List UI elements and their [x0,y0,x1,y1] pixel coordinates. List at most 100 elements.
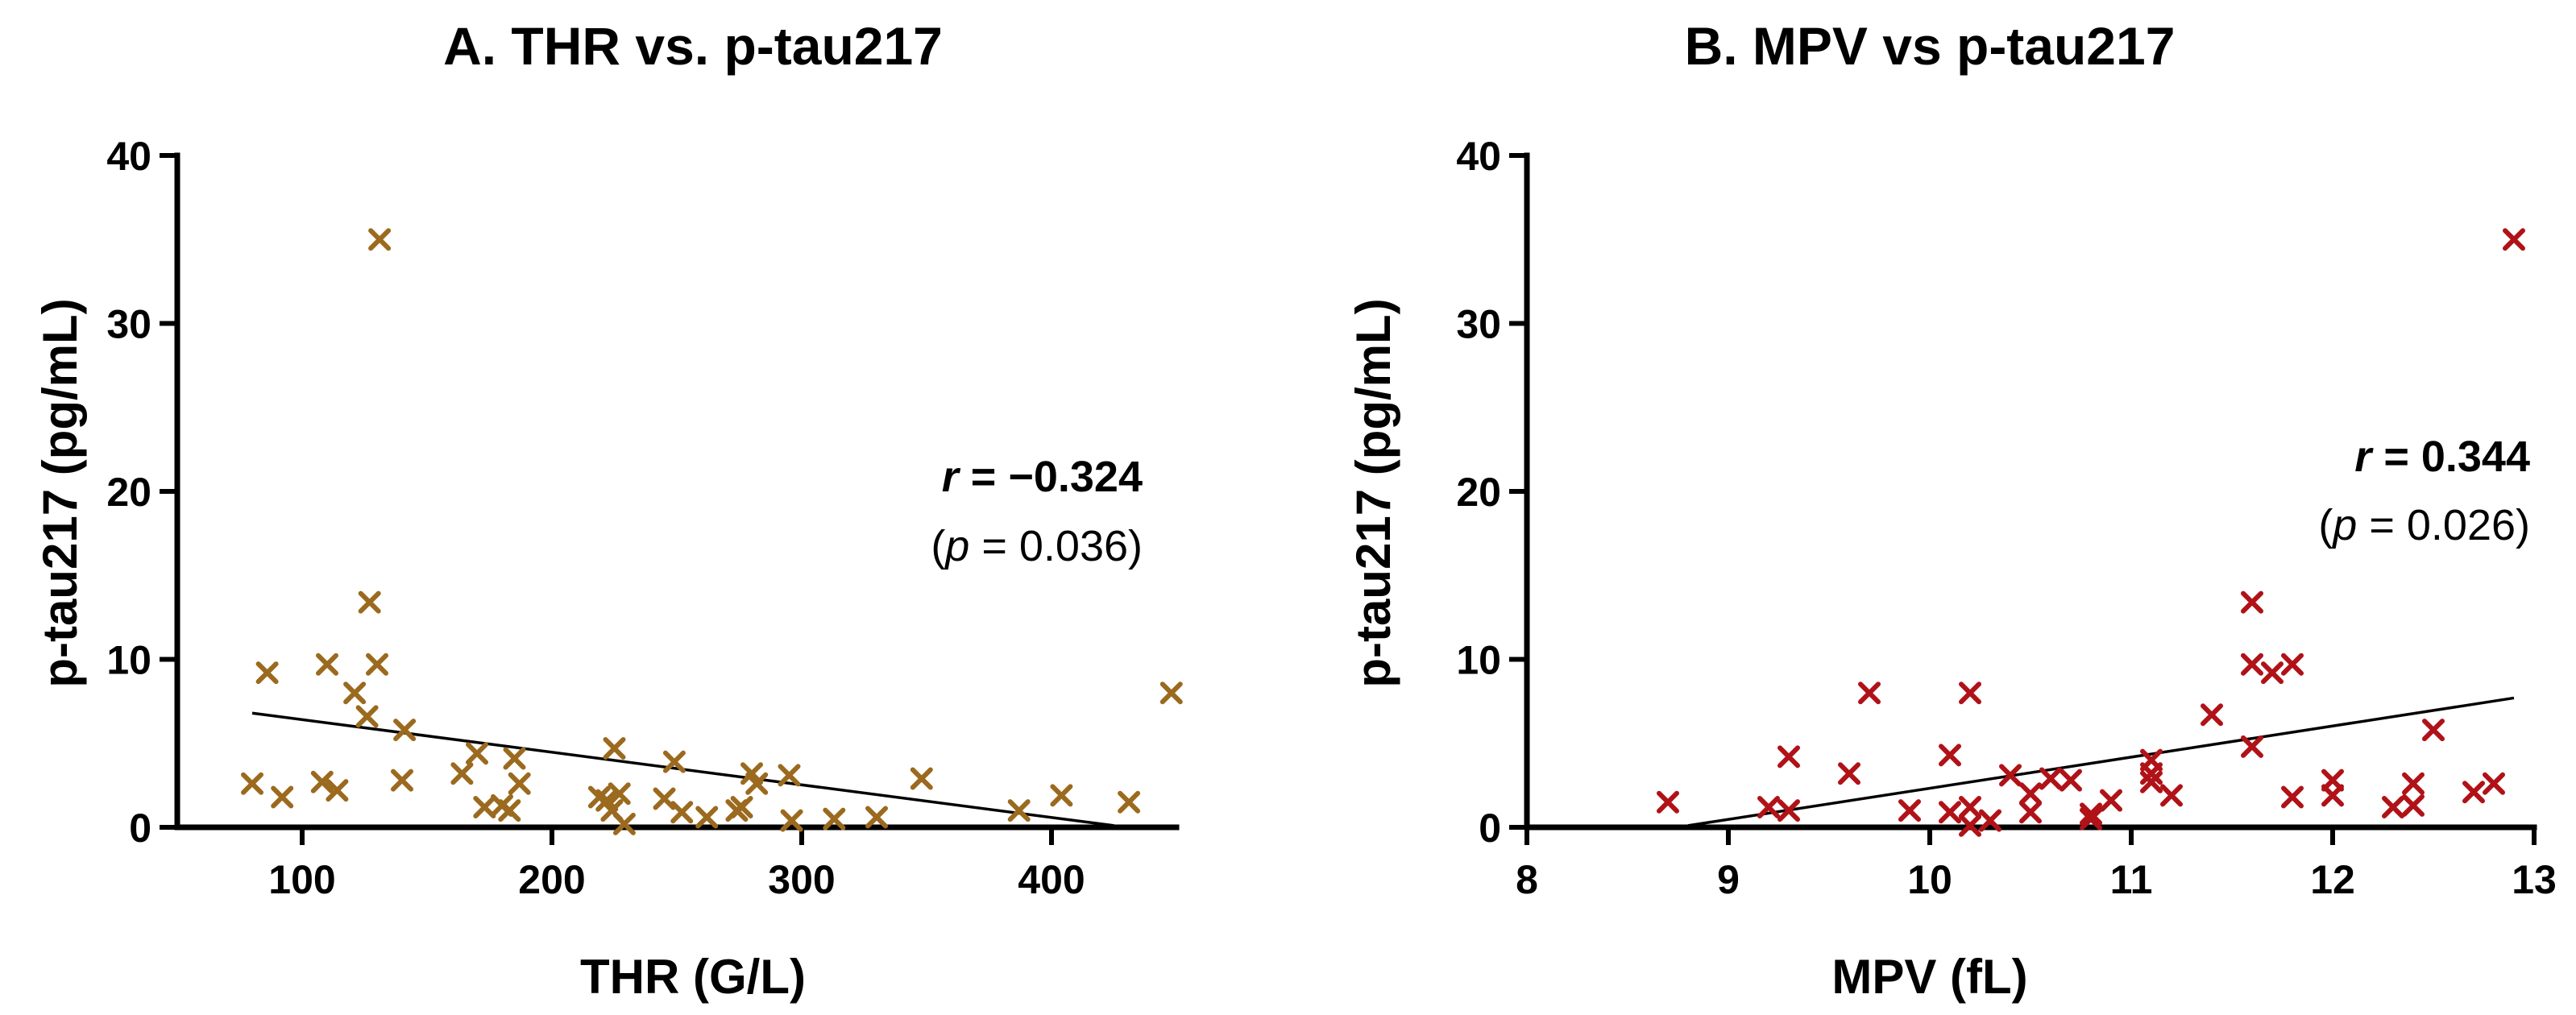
y-axis-label: p-tau217 (pg/mL) [33,298,87,687]
x-tick-label: 12 [2310,857,2355,902]
data-point [2281,652,2304,676]
data-point [2241,590,2263,614]
data-point [1007,799,1031,822]
data-point [316,652,338,676]
data-point [2241,652,2263,676]
data-point [2503,228,2525,251]
data-point [271,785,294,809]
p-open-paren: ( [2318,501,2333,549]
x-tick-label: 11 [2110,857,2153,902]
data-point [1979,809,2001,832]
data-point [2019,801,2042,824]
p-symbol: p [2331,501,2357,549]
chart-title: B. MPV vs p-tau217 [1685,16,2176,76]
data-point [2462,781,2485,804]
data-point [393,719,417,742]
data-point [2060,768,2082,792]
y-tick-label: 0 [129,806,151,851]
data-point [1838,762,1860,785]
data-point [2201,703,2223,727]
panel-b: B. MPV vs p-tau217 p-tau217 (pg/mL) MPV … [1346,16,2557,1004]
y-tick-label: 20 [106,470,151,515]
data-point [343,682,367,705]
data-point [662,750,686,773]
data-point [310,770,334,793]
data-point [2039,767,2062,790]
data-point [603,737,626,760]
data-point [1118,790,1141,814]
data-point [358,590,381,614]
y-axis-label: p-tau217 (pg/mL) [1346,298,1400,687]
y-tick-label: 10 [106,638,151,683]
chart-title: A. THR vs. p-tau217 [443,16,943,76]
data-point [865,806,888,829]
data-point [473,795,496,818]
data-point [503,747,526,770]
data-point [2160,784,2183,807]
data-point [368,228,392,251]
y-tick-label: 30 [1456,302,1501,347]
data-point [2080,807,2102,831]
p-value-text: = 0.026) [2357,501,2530,549]
data-point [1959,682,1981,705]
data-point [2382,795,2404,818]
data-point [780,809,803,832]
x-tick-label: 9 [1717,857,1740,902]
data-point [745,772,769,795]
data-point [1777,799,1800,822]
data-point [498,799,521,822]
data-point [450,762,474,785]
data-point [1657,790,1679,814]
r-value: = −0.324 [959,453,1143,501]
data-point [730,795,753,818]
data-point [1959,795,1981,818]
x-tick-label: 300 [768,857,835,902]
panel-a: A. THR vs. p-tau217 p-tau217 (pg/mL) THR… [33,16,1183,1004]
data-point [1898,799,1921,822]
data-point [2321,784,2344,807]
data-point [391,768,413,792]
data-point [778,764,801,787]
data-point [2140,770,2163,793]
data-point [2422,719,2445,742]
x-tick-label: 100 [268,857,335,902]
p-value: (p = 0.036) [931,522,1143,570]
data-point [255,661,279,685]
data-point [1777,745,1800,768]
data-point [823,807,846,831]
data-point [653,787,676,810]
x-tick-label: 8 [1516,857,1538,902]
x-tick-label: 13 [2512,857,2557,902]
data-point [366,652,388,676]
y-tick-label: 30 [106,302,151,347]
data-point [2261,661,2284,685]
y-tick-label: 40 [1456,134,1501,179]
x-tick-label: 10 [1907,857,1952,902]
data-point [466,742,488,765]
y-tick-label: 10 [1456,638,1501,683]
r-symbol: r [2354,433,2374,481]
x-axis-label: MPV (fL) [1831,950,2027,1004]
r-value: = 0.344 [2371,433,2530,481]
data-point [670,801,694,824]
data-point [1159,682,1183,705]
data-point [241,772,263,795]
x-tick-label: 400 [1018,857,1085,902]
regression-line [1687,696,2515,827]
correlation-r: r = 0.344 [2354,433,2530,481]
data-point [1939,744,1961,767]
p-symbol: p [944,522,969,570]
data-point [608,782,631,806]
p-open-paren: ( [931,522,945,570]
r-symbol: r [942,453,961,501]
data-point [2402,772,2425,795]
data-point [2080,802,2102,826]
data-point [1939,801,1961,824]
data-point [910,767,933,790]
data-point [2100,789,2122,812]
data-point [2402,793,2425,817]
y-tick-label: 40 [106,134,151,179]
data-point [612,812,636,835]
y-tick-label: 20 [1456,470,1501,515]
